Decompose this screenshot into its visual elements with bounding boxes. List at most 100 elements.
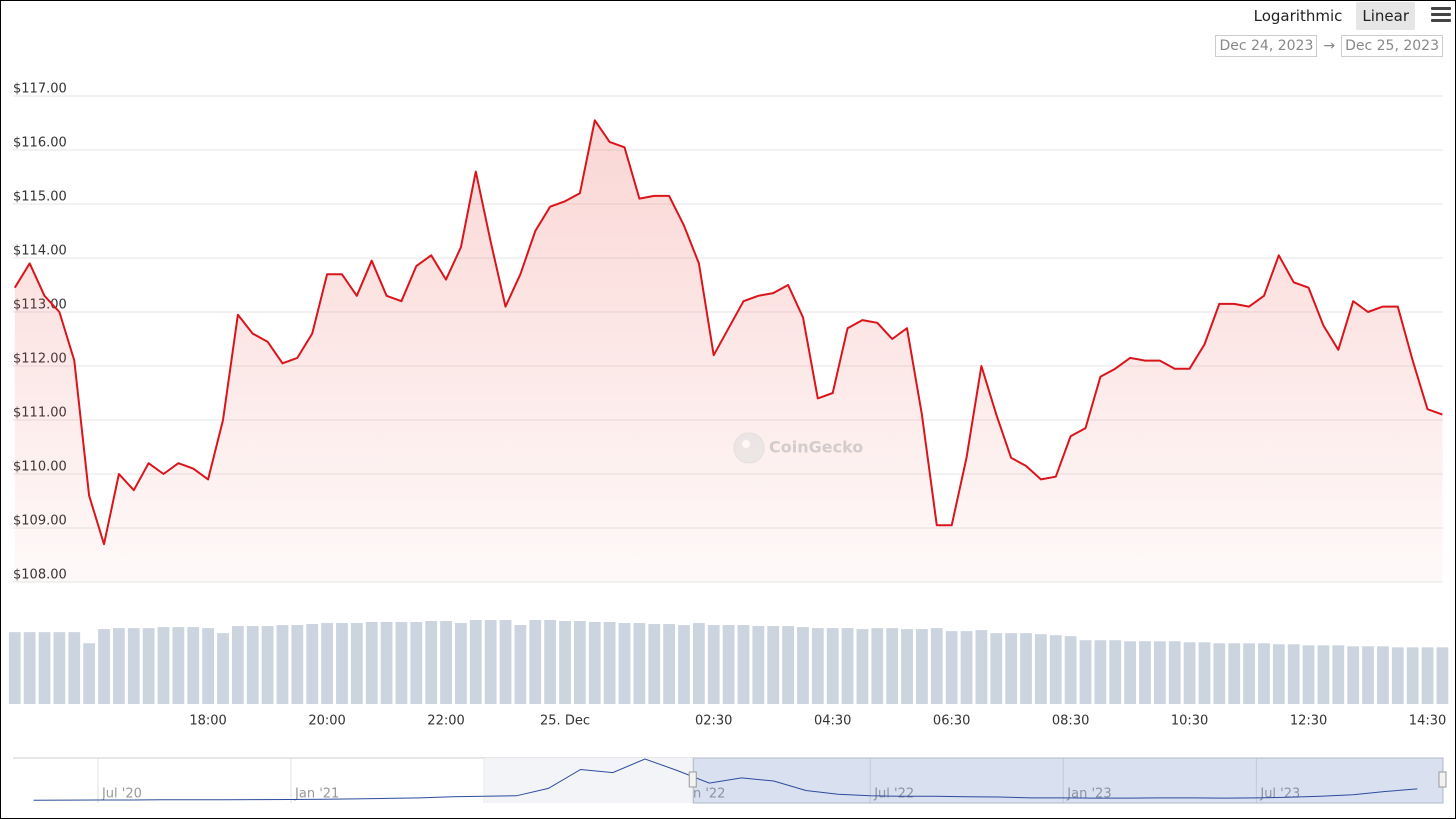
volume-bar xyxy=(1153,641,1166,704)
x-tick-label: 02:30 xyxy=(695,714,732,729)
volume-bar xyxy=(8,632,21,704)
volume-bar xyxy=(841,628,854,704)
volume-bar xyxy=(737,625,750,704)
navigator-handle[interactable] xyxy=(688,771,697,788)
volume-bar xyxy=(321,623,333,704)
volume-bar xyxy=(455,623,467,704)
volume-bar xyxy=(975,630,988,704)
volume-bar xyxy=(573,621,586,704)
y-tick-label: $115.00 xyxy=(13,190,67,205)
x-tick-label: 20:00 xyxy=(308,714,345,729)
date-from[interactable]: Dec 24, 2023 xyxy=(1215,35,1318,57)
volume-bar xyxy=(1049,635,1062,704)
volume-bar xyxy=(1094,640,1107,704)
volume-bar xyxy=(811,628,824,704)
volume-bar xyxy=(127,628,140,704)
volume-bar xyxy=(945,631,958,704)
price-line xyxy=(13,119,1443,546)
volume-bar xyxy=(1332,645,1345,704)
volume-bar xyxy=(1228,643,1241,704)
volume-bar xyxy=(1362,646,1374,704)
x-tick-label: 14:30 xyxy=(1409,714,1446,729)
menu-button[interactable] xyxy=(1431,7,1451,25)
volume-bar xyxy=(410,622,423,704)
volume-bar xyxy=(350,623,363,704)
volume-bar xyxy=(663,624,676,704)
volume-bar xyxy=(707,625,720,704)
volume-bar xyxy=(23,632,36,704)
volume-bar xyxy=(187,627,200,704)
volume-bar xyxy=(1198,642,1211,704)
price-area xyxy=(14,120,1443,583)
volume-bar xyxy=(678,625,690,704)
volume-bar xyxy=(1168,641,1181,704)
navigator-line xyxy=(33,758,1418,801)
volume-bar xyxy=(797,627,809,704)
volume-bar xyxy=(544,620,557,704)
volume-bar xyxy=(291,625,304,704)
y-tick-label: $117.00 xyxy=(13,82,67,97)
volume-bar xyxy=(380,622,393,704)
volume-bar xyxy=(1124,641,1137,704)
volume-bar xyxy=(1406,647,1419,704)
volume-bar xyxy=(916,629,928,704)
x-tick-label: 08:30 xyxy=(1052,714,1089,729)
navigator-handle[interactable] xyxy=(1438,771,1447,788)
scale-button[interactable]: Logarithmic xyxy=(1253,7,1343,25)
navigator-tick-label: Jan '21 xyxy=(294,787,339,802)
volume-bar xyxy=(1287,644,1300,704)
navigator-selection xyxy=(692,757,1444,804)
volume-bar xyxy=(425,621,438,704)
volume-bar xyxy=(603,622,616,704)
volume-bar xyxy=(1436,647,1449,704)
volume-bar xyxy=(38,632,51,704)
volume-bar xyxy=(633,623,646,704)
volume-bar xyxy=(202,628,215,704)
volume-bar xyxy=(767,626,780,704)
volume-bar xyxy=(901,629,913,704)
watermark-text: CoinGecko xyxy=(769,438,863,457)
volume-bar xyxy=(157,627,170,704)
volume-bar xyxy=(752,626,765,704)
scale-button[interactable]: Linear xyxy=(1356,2,1415,30)
volume-bar xyxy=(1020,633,1032,704)
date-to[interactable]: Dec 25, 2023 xyxy=(1341,35,1443,57)
volume-bar xyxy=(1347,646,1360,704)
volume-bar xyxy=(930,628,943,704)
volume-bar xyxy=(886,628,899,704)
x-tick-label: 18:00 xyxy=(189,714,226,729)
volume-bar xyxy=(395,622,408,704)
volume-bar xyxy=(261,626,274,704)
y-tick-label: $116.00 xyxy=(13,136,67,151)
volume-bar xyxy=(1272,644,1285,704)
volume-bar xyxy=(1079,640,1092,704)
volume-bar xyxy=(1109,640,1122,704)
volume-bar xyxy=(112,628,125,704)
volume-bar xyxy=(68,632,81,704)
navigator-tick-label: Jul '22 xyxy=(873,787,914,802)
volume-bar xyxy=(172,627,185,704)
volume-bar xyxy=(1302,645,1315,704)
volume-bar xyxy=(1391,647,1404,704)
volume-bar xyxy=(1213,643,1226,704)
volume-bar xyxy=(1183,642,1196,704)
volume-bar xyxy=(960,631,973,704)
volume-bar xyxy=(217,633,229,704)
volume-bar xyxy=(1064,636,1077,704)
volume-bar xyxy=(1258,643,1270,704)
volume-bar xyxy=(692,623,705,704)
scale-switch: Logarithmic Linear xyxy=(1248,2,1415,30)
volume-bar xyxy=(276,625,289,704)
volume-bar xyxy=(588,622,601,704)
volume-bar xyxy=(782,626,794,704)
volume-bar xyxy=(336,623,348,704)
volume-bar xyxy=(246,626,259,704)
volume-bar xyxy=(231,626,244,704)
volume-bar xyxy=(1317,645,1330,704)
volume-bar xyxy=(826,628,839,704)
volume-bar xyxy=(83,643,96,704)
volume-bar xyxy=(559,621,571,704)
volume-bar xyxy=(722,625,735,704)
